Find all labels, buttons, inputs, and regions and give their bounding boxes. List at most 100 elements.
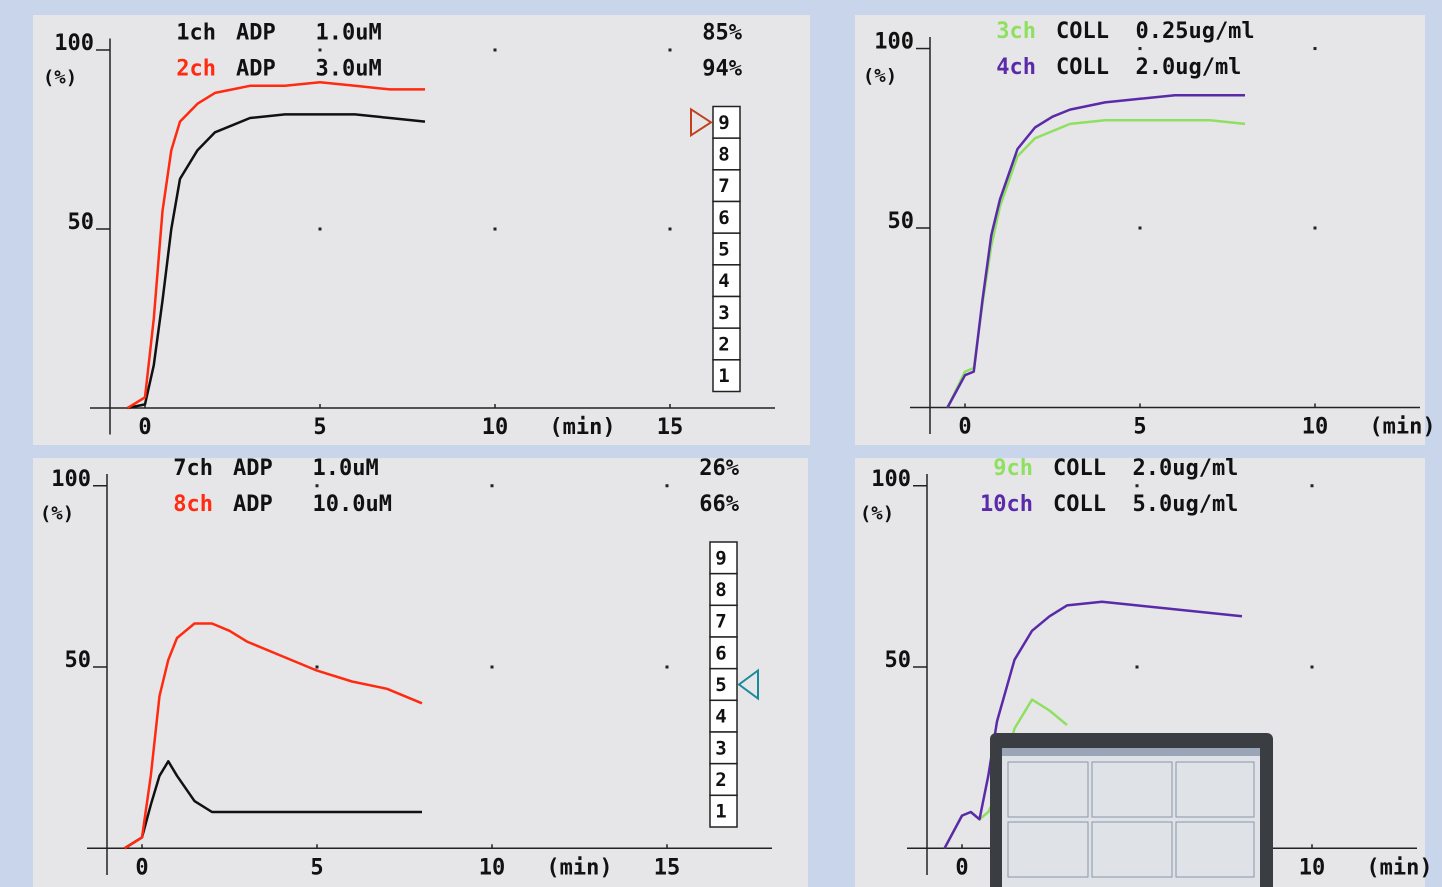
grid-dot xyxy=(318,48,322,52)
gauge-label: 6 xyxy=(715,642,726,664)
laptop-window xyxy=(1175,821,1255,878)
gauge-box xyxy=(712,295,741,329)
laptop-photo xyxy=(990,733,1273,887)
x-axis-label: (min) xyxy=(1369,414,1435,439)
gauge-label: 1 xyxy=(715,801,726,823)
grid-dot xyxy=(493,227,497,231)
gauge-box xyxy=(709,794,738,828)
y-tick-label: 50 xyxy=(68,210,95,235)
gauge-label: 6 xyxy=(718,207,729,229)
gauge-box xyxy=(712,359,741,393)
grid-dot xyxy=(1310,484,1314,488)
gauge-label: 2 xyxy=(715,769,726,791)
grid-dot xyxy=(668,48,672,52)
y-tick-label: 50 xyxy=(888,209,915,234)
grid-dot xyxy=(1135,665,1139,669)
y-tick-label: 100 xyxy=(51,467,91,492)
gauge-label: 2 xyxy=(718,334,729,356)
panel xyxy=(33,458,808,887)
x-tick-label: 0 xyxy=(135,855,148,880)
panel xyxy=(33,15,810,445)
x-axis-label: (min) xyxy=(1366,855,1432,880)
legend-name: 7ch xyxy=(173,456,213,481)
gauge-box xyxy=(709,699,738,733)
grid-dot xyxy=(1313,226,1317,230)
legend-agent: ADP 3.0uM xyxy=(236,57,382,82)
grid-dot xyxy=(1310,665,1314,669)
gauge-label: 8 xyxy=(715,579,726,601)
legend-agent: ADP 10.0uM xyxy=(233,492,392,517)
grid-dot xyxy=(315,484,319,488)
gauge-label: 4 xyxy=(718,270,729,292)
legend-agent: COLL 0.25ug/ml xyxy=(1056,19,1255,44)
data-line xyxy=(126,80,425,410)
y-tick-label: 100 xyxy=(874,30,914,55)
gauge-label: 9 xyxy=(715,547,726,569)
data-line xyxy=(123,622,423,850)
laptop-window xyxy=(1091,821,1173,878)
legend-agent: ADP 1.0uM xyxy=(236,21,382,46)
y-axis-label: (%) xyxy=(863,65,897,87)
legend-agent: COLL 5.0ug/ml xyxy=(1053,492,1238,517)
x-tick-label: 10 xyxy=(1299,855,1326,880)
gauge-box xyxy=(712,264,741,298)
gauge-box xyxy=(709,636,738,670)
grid-dot xyxy=(668,227,672,231)
gauge-marker xyxy=(690,107,713,138)
gauge-box xyxy=(709,541,738,575)
laptop-window xyxy=(1007,821,1089,878)
x-tick-label: 15 xyxy=(654,855,681,880)
grid-dot xyxy=(318,227,322,231)
gauge-label: 8 xyxy=(718,144,729,166)
gauge-box xyxy=(709,572,738,607)
gauge-label: 7 xyxy=(718,175,729,197)
legend-name: 4ch xyxy=(996,55,1036,80)
grid-dot xyxy=(490,665,494,669)
grid-dot xyxy=(493,48,497,52)
data-line xyxy=(127,113,426,410)
gauge-label: 3 xyxy=(715,737,726,759)
x-tick-label: 0 xyxy=(138,415,151,440)
x-tick-label: 10 xyxy=(1302,414,1329,439)
percent-label: 85% xyxy=(702,21,742,46)
laptop-window xyxy=(1007,761,1089,818)
data-line xyxy=(943,600,1243,849)
grid-dot xyxy=(1313,47,1317,51)
gauge-label: 7 xyxy=(715,611,726,633)
gauge-box xyxy=(709,604,738,638)
x-tick-label: 10 xyxy=(482,415,509,440)
laptop-window xyxy=(1175,761,1255,818)
legend-name: 10ch xyxy=(980,492,1033,517)
x-axis-label: (min) xyxy=(546,855,612,880)
y-tick-label: 50 xyxy=(885,648,912,673)
gauge-label: 4 xyxy=(715,706,726,728)
x-tick-label: 10 xyxy=(479,855,506,880)
x-tick-label: 5 xyxy=(313,415,326,440)
gauge-box xyxy=(712,137,741,171)
gauge-label: 3 xyxy=(718,302,729,324)
percent-label: 66% xyxy=(699,492,739,517)
legend-name: 9ch xyxy=(993,456,1033,481)
y-tick-label: 100 xyxy=(54,31,94,56)
x-tick-label: 5 xyxy=(310,855,323,880)
legend-agent: COLL 2.0ug/ml xyxy=(1053,456,1238,481)
gauge-label: 1 xyxy=(718,365,729,387)
grid-dot xyxy=(1138,226,1142,230)
laptop-window xyxy=(1091,761,1173,818)
grid-dot xyxy=(1135,484,1139,488)
panel xyxy=(855,15,1425,445)
legend-agent: ADP 1.0uM xyxy=(233,456,379,481)
x-axis-label: (min) xyxy=(549,415,615,440)
x-tick-label: 15 xyxy=(657,415,684,440)
y-axis-label: (%) xyxy=(40,502,74,524)
percent-label: 26% xyxy=(699,456,739,481)
y-axis-label: (%) xyxy=(43,66,77,88)
grid-dot xyxy=(1138,47,1142,51)
data-line xyxy=(946,93,1245,409)
gauge-box xyxy=(709,762,738,797)
grid-dot xyxy=(665,665,669,669)
x-tick-label: 0 xyxy=(958,414,971,439)
grid-dot xyxy=(315,665,319,669)
